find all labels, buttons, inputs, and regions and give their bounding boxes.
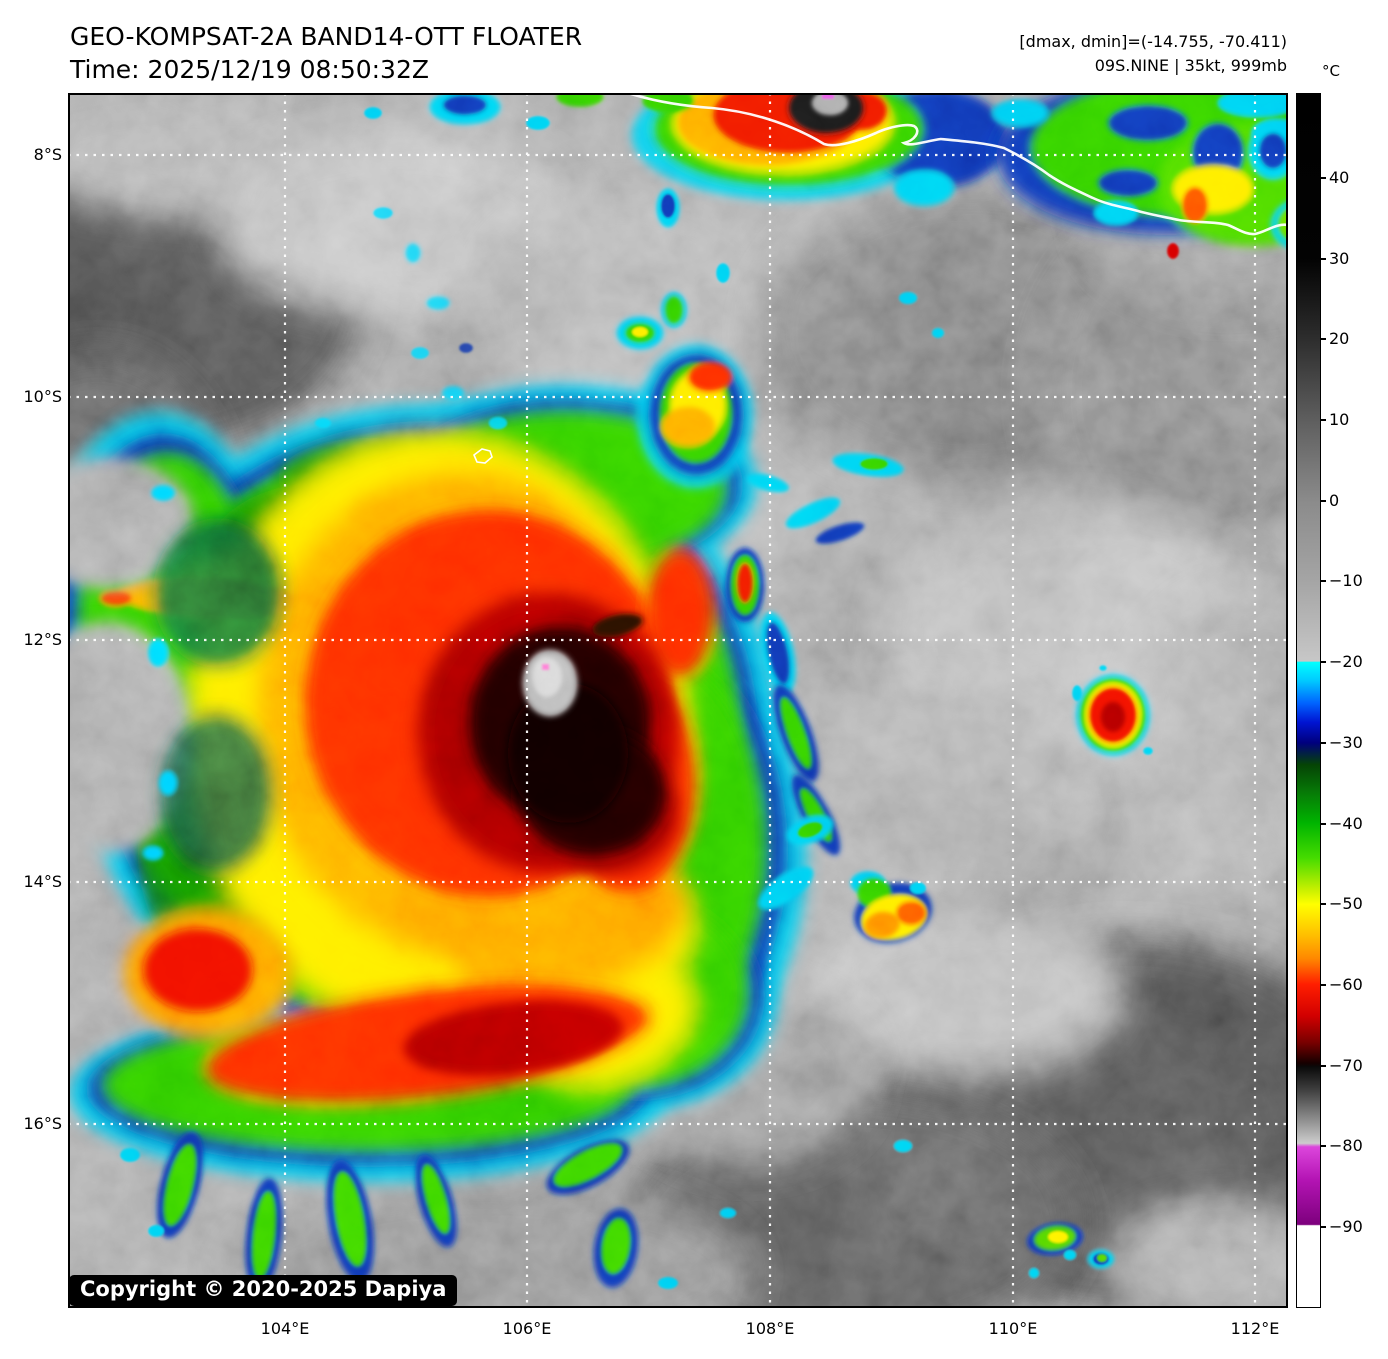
annotation-block: [dmax, dmin]=(-14.755, -70.411) 09S.NINE… [1019,30,1287,78]
colorbar-tick: −50 [1320,894,1363,913]
lat-label: 10°S [23,387,62,406]
coastline [627,93,1288,236]
lat-label: 12°S [23,630,62,649]
colorbar-tick: −10 [1320,571,1363,590]
colorbar-tick: −70 [1320,1056,1363,1075]
colorbar-labels: 40 30 20 10 0 −10 −20 −30 −40 −50 −60 −7… [1319,93,1388,1308]
title-block: GEO-KOMPSAT-2A BAND14-OTT FLOATER Time: … [70,20,582,86]
lat-label: 16°S [23,1114,62,1133]
lon-label: 108°E [745,1319,795,1338]
noise-texture [68,93,1288,1308]
lat-label: 14°S [23,872,62,891]
colorbar-tick: 40 [1319,168,1350,187]
map-area: Copyright © 2020-2025 Dapiya [68,93,1288,1308]
colorbar-gradient [1296,93,1321,1308]
colorbar-tick: 10 [1319,410,1350,429]
colorbar-tick: −20 [1320,652,1363,671]
copyright-badge: Copyright © 2020-2025 Dapiya [69,1275,458,1306]
dmax-dmin-annotation: [dmax, dmin]=(-14.755, -70.411) [1019,32,1287,51]
map-frame [68,93,1288,1308]
lon-label: 104°E [260,1319,310,1338]
timestamp: Time: 2025/12/19 08:50:32Z [70,55,429,84]
colorbar-tick: 20 [1319,329,1350,348]
colorbar-tick: 30 [1319,249,1350,268]
lon-label: 110°E [988,1319,1038,1338]
christmas-island-outline [473,448,493,464]
colorbar-tick: −40 [1320,814,1363,833]
colorbar-tick: −60 [1320,975,1363,994]
colorbar-tick: −30 [1320,733,1363,752]
gridlines [68,93,1288,1308]
lon-label: 112°E [1230,1319,1280,1338]
satellite-map [68,93,1288,1308]
page-title: GEO-KOMPSAT-2A BAND14-OTT FLOATER [70,22,583,51]
lon-label: 106°E [502,1319,552,1338]
storm-info-annotation: 09S.NINE | 35kt, 999mb [1094,56,1287,75]
colorbar-tick: 0 [1319,491,1340,510]
colorbar-tick: −80 [1320,1136,1363,1155]
colorbar-tick: −90 [1320,1217,1363,1236]
colorbar-unit-label: °C [1322,62,1340,80]
lat-label: 8°S [33,145,62,164]
